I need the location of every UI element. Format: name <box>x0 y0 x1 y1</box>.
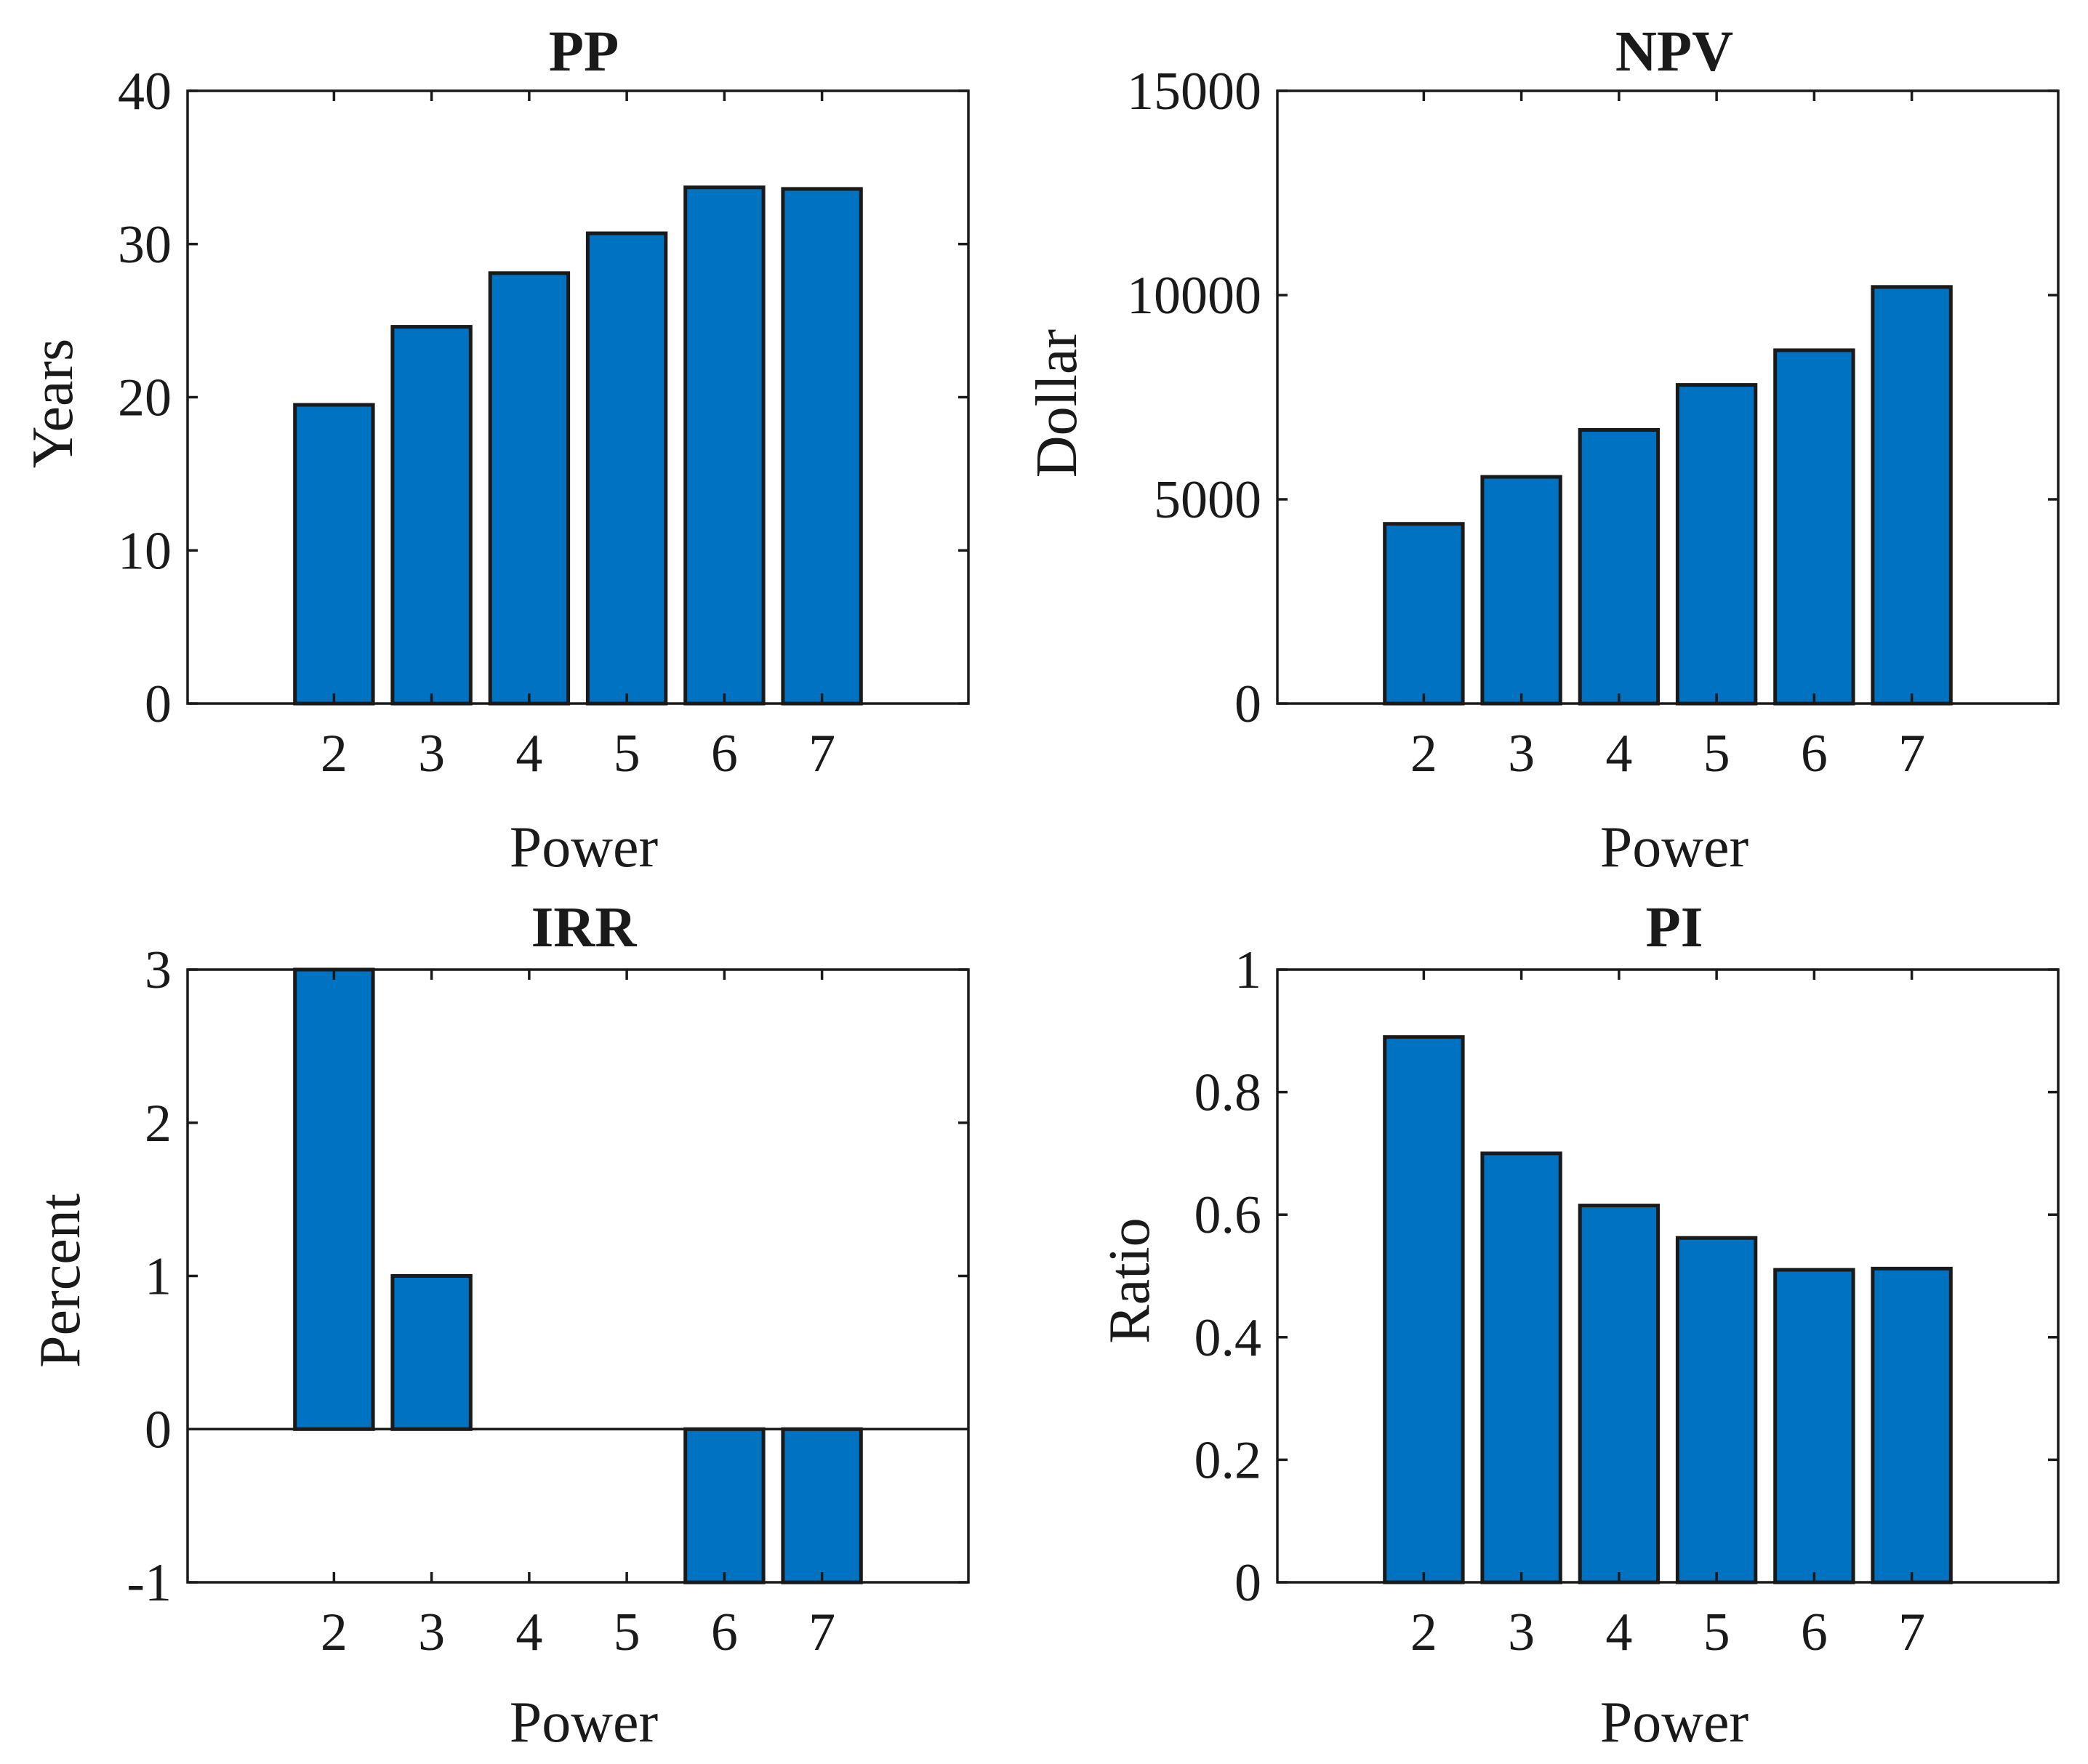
y-tick-label: 0.8 <box>1194 1063 1262 1123</box>
bar <box>1383 522 1465 706</box>
bar <box>1871 285 1953 706</box>
x-axis-label: Power <box>1600 815 1748 879</box>
x-tick-label: 5 <box>1703 1603 1730 1662</box>
x-tick-label: 2 <box>1410 1603 1437 1662</box>
y-tick-label: 10000 <box>1127 266 1261 326</box>
chart-title: NPV <box>1615 20 1733 84</box>
y-axis-label: Years <box>21 339 85 469</box>
y-tick-label: 10 <box>118 521 172 581</box>
x-tick-label: 3 <box>418 724 445 784</box>
bar <box>1480 475 1562 706</box>
x-tick-label: 7 <box>1898 1603 1925 1662</box>
chart-title: IRR <box>531 896 638 959</box>
x-tick-label: 4 <box>1605 724 1632 784</box>
y-tick-label: 0.2 <box>1194 1430 1262 1490</box>
bar <box>1383 1035 1465 1584</box>
x-tick-label: 5 <box>614 1603 641 1662</box>
x-tick-label: 7 <box>808 1603 835 1662</box>
bar <box>585 231 668 706</box>
bar <box>1773 348 1855 706</box>
y-axis-label: Percent <box>28 1193 92 1368</box>
bar <box>390 1274 473 1431</box>
x-tick-label: 6 <box>711 724 738 784</box>
x-tick-label: 3 <box>418 1603 445 1662</box>
y-tick-label: -1 <box>127 1553 172 1613</box>
chart-npv: NPV Power Dollar 0 5000 10000 15000 2 3 4 5 6 7 <box>1025 20 2060 879</box>
y-tick-label: 3 <box>145 941 172 1000</box>
x-tick-label: 4 <box>515 724 542 784</box>
x-tick-label: 2 <box>1410 724 1437 784</box>
x-axis-label: Power <box>510 1691 658 1755</box>
bar <box>683 1427 766 1584</box>
x-tick-label: 4 <box>515 1603 542 1662</box>
y-tick-label: 40 <box>118 62 172 121</box>
x-tick-label: 7 <box>808 724 835 784</box>
y-tick-label: 1 <box>145 1247 172 1307</box>
y-tick-label: 20 <box>118 368 172 428</box>
bar <box>1871 1266 1953 1584</box>
bar <box>1675 383 1758 706</box>
y-tick-label: 5000 <box>1154 470 1261 530</box>
x-tick-label: 6 <box>1801 1603 1828 1662</box>
bar <box>488 271 571 706</box>
bar <box>1578 428 1661 706</box>
y-tick-label: 0.4 <box>1194 1308 1262 1368</box>
bar <box>683 185 766 706</box>
x-tick-label: 6 <box>1801 724 1828 784</box>
axes-box <box>1276 89 2060 705</box>
y-tick-label: 0.6 <box>1194 1185 1262 1245</box>
y-axis-label: Dollar <box>1025 329 1089 478</box>
bar <box>293 403 375 706</box>
y-tick-label: 0 <box>145 674 172 734</box>
bar <box>781 187 863 706</box>
chart-pp: PP Power Years 0 10 20 30 40 2 3 4 5 6 7 <box>21 20 970 879</box>
chart-title: PP <box>549 20 619 84</box>
y-tick-label: 0 <box>1234 674 1261 734</box>
x-tick-label: 5 <box>1703 724 1730 784</box>
y-tick-label: 15000 <box>1127 62 1261 121</box>
chart-irr: IRR Power Percent -1 0 1 2 3 2 3 4 5 6 7 <box>28 896 970 1755</box>
x-tick-label: 2 <box>321 1603 348 1662</box>
x-tick-label: 2 <box>321 724 348 784</box>
axes-box <box>1276 968 2060 1584</box>
x-tick-label: 4 <box>1605 1603 1632 1662</box>
bar <box>781 1427 863 1584</box>
bar <box>1675 1236 1758 1584</box>
y-tick-label: 2 <box>145 1094 172 1153</box>
y-tick-label: 0 <box>145 1400 172 1459</box>
y-tick-label: 30 <box>118 215 172 275</box>
chart-title: PI <box>1646 896 1703 959</box>
y-tick-label: 0 <box>1234 1553 1261 1613</box>
bar <box>390 325 473 706</box>
bar <box>1773 1268 1855 1584</box>
x-tick-label: 3 <box>1508 724 1535 784</box>
x-tick-label: 6 <box>711 1603 738 1662</box>
chart-pi: PI Power Ratio 0 0.2 0.4 0.6 0.8 1 2 3 4 5 6 7 <box>1098 896 2060 1755</box>
x-tick-label: 5 <box>614 724 641 784</box>
x-axis-label: Power <box>510 815 658 879</box>
bar <box>1480 1151 1562 1584</box>
y-tick-label: 1 <box>1234 941 1261 1000</box>
y-axis-label: Ratio <box>1098 1217 1162 1343</box>
x-tick-label: 3 <box>1508 1603 1535 1662</box>
x-axis-label: Power <box>1600 1691 1748 1755</box>
x-tick-label: 7 <box>1898 724 1925 784</box>
bar <box>1578 1204 1661 1584</box>
bar <box>293 967 375 1431</box>
